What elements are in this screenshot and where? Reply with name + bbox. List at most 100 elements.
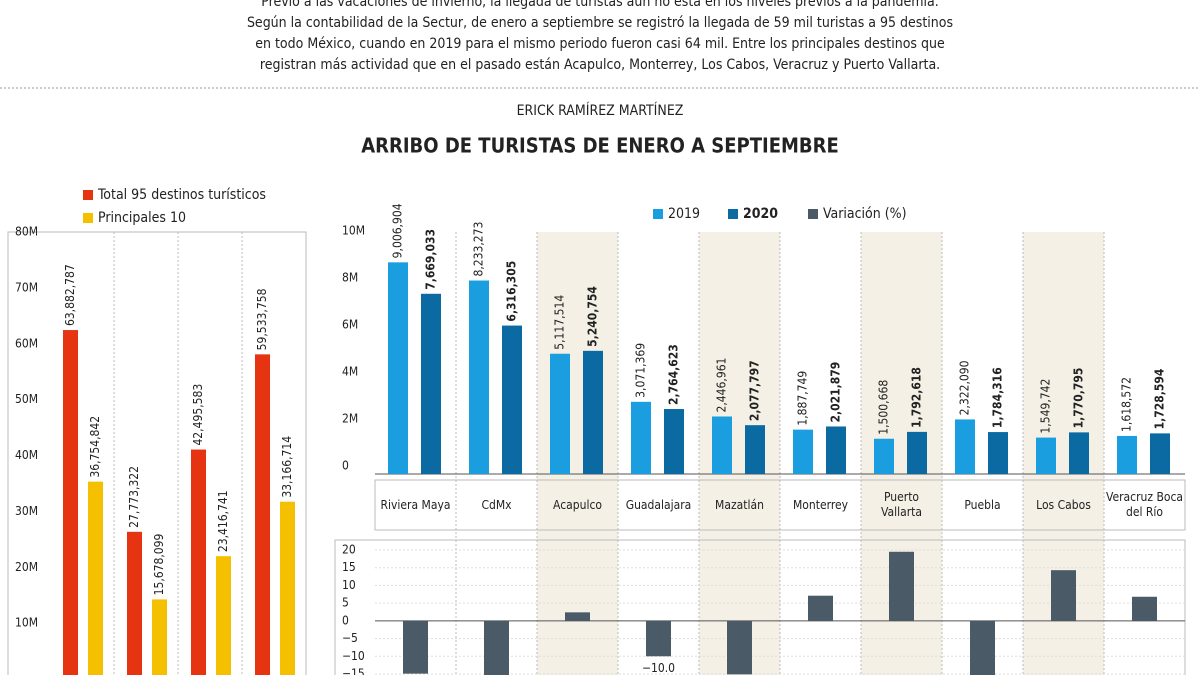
bar: [664, 409, 684, 474]
value-label: 1,784,316: [991, 367, 1005, 428]
value-label: 1,770,795: [1072, 368, 1086, 429]
intro-line: Según la contabilidad de la Sectur, de e…: [246, 15, 954, 31]
y-tick-label: 10: [342, 578, 356, 592]
bar: [955, 419, 975, 474]
value-label: 33,166,714: [280, 436, 294, 498]
bar: [469, 280, 489, 474]
x-tick-label: CdMx: [481, 497, 512, 512]
y-tick-label: 5: [342, 596, 349, 610]
legend-label: 2019: [668, 206, 700, 222]
y-tick-label: 2M: [342, 412, 358, 426]
value-label: 23,416,741: [216, 490, 230, 552]
legend-swatch: [83, 213, 93, 223]
bar: [127, 531, 142, 675]
value-label: 59,533,758: [255, 288, 269, 350]
legend-label: Variación (%): [823, 206, 907, 222]
x-tick-label: Acapulco: [553, 497, 602, 512]
value-label: 1,792,618: [910, 367, 924, 428]
bar: [388, 262, 408, 474]
bar: [907, 431, 927, 474]
bar: [1036, 437, 1056, 474]
value-label: 15,678,099: [152, 533, 166, 595]
legend-label: Total 95 destinos turísticos: [97, 187, 266, 203]
y-tick-label: −15: [342, 667, 365, 675]
bar: [88, 481, 103, 675]
x-tick-label: Mazatlán: [715, 497, 764, 512]
legend-swatch: [83, 190, 93, 200]
x-tick-label: Veracruz Boca del Río: [1106, 490, 1184, 519]
bar: [631, 401, 651, 474]
bar: [63, 330, 78, 675]
value-label: 2,077,797: [748, 360, 762, 421]
value-label: 2,322,090: [958, 360, 972, 415]
intro-line: en todo México, cuando en 2019 para el m…: [255, 36, 945, 52]
bar: [988, 432, 1008, 474]
value-label: 1,728,594: [1153, 368, 1167, 429]
bar: [502, 325, 522, 474]
value-label: 9,006,904: [391, 203, 405, 258]
title: ARRIBO DE TURISTAS DE ENERO A SEPTIEMBRE: [361, 134, 839, 158]
value-label: 2,021,879: [829, 362, 843, 423]
bar: [550, 353, 570, 474]
y-tick-label: 50M: [15, 392, 38, 406]
x-tick-label: Los Cabos: [1036, 497, 1091, 512]
bar: [1117, 435, 1137, 474]
bar: [484, 620, 509, 675]
bar: [727, 620, 752, 675]
bar: [646, 620, 671, 657]
value-label: 2,764,623: [667, 344, 681, 405]
y-tick-label: 15: [342, 560, 356, 574]
y-tick-label: 8M: [342, 271, 358, 285]
value-label: 5,117,514: [553, 295, 567, 350]
legend-label: Principales 10: [98, 210, 186, 226]
category-row: [374, 479, 1186, 531]
bar: [583, 350, 603, 474]
bar: [216, 556, 231, 675]
x-tick-label: Puebla: [964, 497, 1001, 512]
bar: [1150, 433, 1170, 474]
bar: [1051, 570, 1076, 621]
value-label: 6,316,305: [505, 261, 519, 322]
bar: [255, 354, 270, 675]
bar: [970, 620, 995, 675]
y-tick-label: 4M: [342, 365, 358, 379]
y-tick-label: 70M: [15, 280, 38, 294]
bar: [712, 416, 732, 474]
x-tick-label: Puerto Vallarta: [881, 490, 922, 519]
value-label: 2,446,961: [715, 358, 729, 413]
bar: [874, 438, 894, 474]
column-shade: [699, 232, 780, 675]
y-tick-label: 40M: [15, 448, 38, 462]
value-label: 1,618,572: [1120, 377, 1134, 432]
y-tick-label: 20: [342, 543, 356, 557]
value-label: 7,669,033: [424, 229, 438, 290]
legend-swatch: [808, 209, 818, 219]
bar: [152, 599, 167, 675]
bar: [280, 501, 295, 675]
y-tick-label: 20M: [15, 560, 38, 574]
x-tick-label: Guadalajara: [625, 497, 692, 512]
byline: ERICK RAMÍREZ MARTÍNEZ: [517, 102, 684, 119]
y-tick-label: 60M: [15, 336, 38, 350]
legend-swatch: [728, 209, 738, 219]
y-tick-label: 30M: [15, 504, 38, 518]
y-tick-label: 6M: [342, 318, 358, 332]
value-label: −10.0: [642, 661, 675, 675]
bar: [889, 551, 914, 621]
legend-label: 2020: [743, 206, 778, 222]
value-label: 42,495,583: [191, 384, 205, 446]
legend-swatch: [653, 209, 663, 219]
value-label: 1,549,742: [1039, 379, 1053, 434]
bar: [403, 620, 428, 674]
y-tick-label: 0: [342, 613, 349, 627]
column-shade: [537, 232, 618, 675]
y-tick-label: 0: [342, 459, 349, 473]
bar: [565, 612, 590, 621]
value-label: 5,240,754: [586, 286, 600, 347]
lower-frame: [334, 539, 1186, 675]
value-label: 1,500,668: [877, 380, 891, 435]
bar: [808, 595, 833, 621]
y-tick-label: 10M: [15, 616, 38, 630]
